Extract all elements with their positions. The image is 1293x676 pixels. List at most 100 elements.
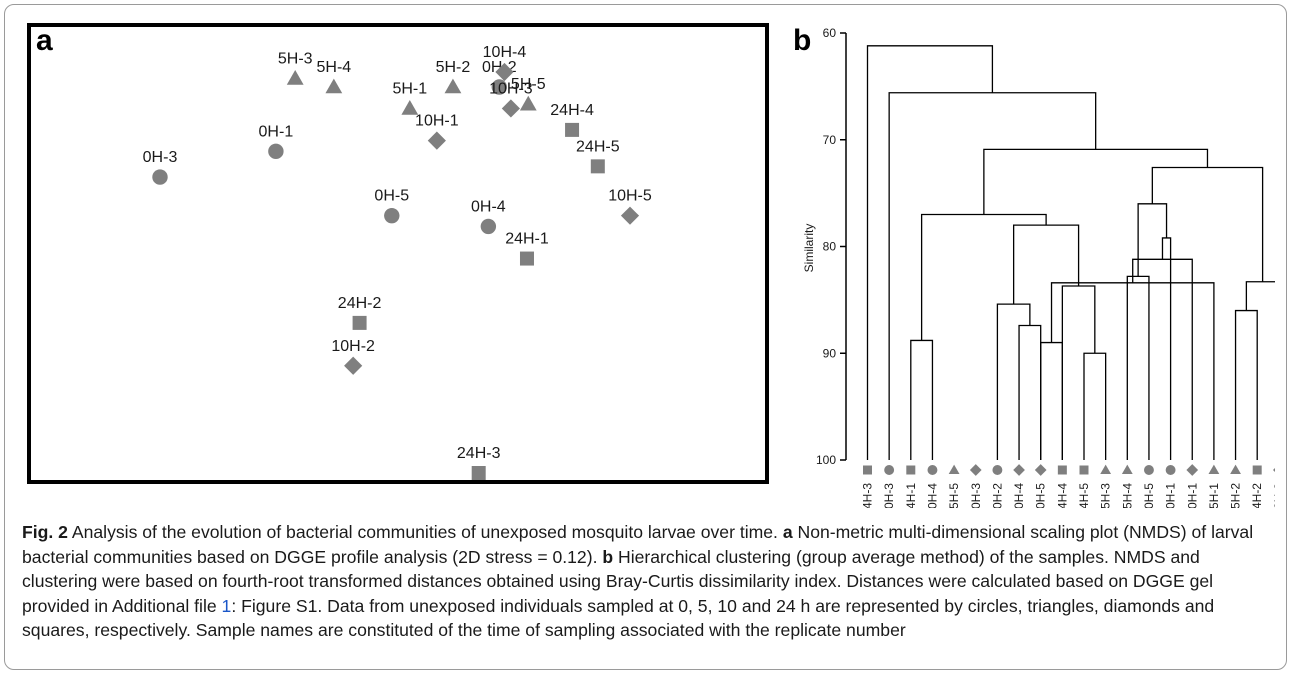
figure-caption: Fig. 2 Analysis of the evolution of bact…	[22, 520, 1277, 643]
dendro-leaf-label-5h-3: 5H-3	[1099, 483, 1113, 508]
dendro-branch-14	[920, 213, 1047, 341]
dendro-leaf-marker-10h-1	[1186, 464, 1199, 476]
nmds-label-10h-2: 10H-2	[331, 338, 375, 355]
nmds-point-24h-3	[471, 466, 486, 480]
figure-frame	[4, 4, 1287, 670]
dendro-leaf-marker-5h-5	[948, 464, 960, 475]
dendro-leaf-marker-24h-5	[1079, 465, 1089, 475]
dendro-leaf-marker-5h-2	[1230, 464, 1241, 475]
dendro-branch-5	[1083, 352, 1107, 460]
dendro-branch-0	[1234, 309, 1258, 460]
dendro-leaf-label-24h-5: 24H-5	[1077, 483, 1091, 508]
nmds-label-10h-5: 10H-5	[608, 188, 652, 205]
dendro-leaf-label-5h-5: 5H-5	[947, 483, 961, 508]
dendro-branch-2	[1018, 324, 1042, 460]
nmds-label-5h-5: 5H-5	[511, 76, 546, 93]
dendro-leaf-marker-10h-4	[1013, 464, 1025, 476]
nmds-label-5h-2: 5H-2	[436, 59, 471, 76]
dendro-leaf-marker-24h-4	[1057, 465, 1067, 475]
nmds-point-24h-4	[565, 122, 580, 137]
dendro-leaf-label-0h-5: 0H-5	[1142, 483, 1156, 508]
dendro-branch-9	[1161, 237, 1172, 460]
nmds-point-0h-2	[491, 79, 508, 95]
dendro-leaf-label-10h-4: 10H-4	[1012, 483, 1026, 508]
nmds-point-5h-2	[444, 78, 462, 94]
dendro-y-tick-label-100: 100	[816, 453, 836, 467]
dendro-leaf-marker-24h-2	[1252, 465, 1262, 475]
dendrogram-chart: 60 70 80 90 100 Similarity 24H-3 0H-3 24H-1 0H-4 5…	[802, 26, 1275, 508]
nmds-point-10h-5	[620, 206, 640, 225]
dendro-branch-4	[996, 303, 1031, 460]
panel-a-letter: a	[36, 24, 53, 57]
nmds-point-10h-4	[495, 62, 514, 82]
nmds-label-24h-2: 24H-2	[338, 295, 382, 312]
dendro-y-tick-label-90: 90	[823, 346, 837, 360]
nmds-point-5h-3	[286, 70, 304, 85]
dendro-leaf-label-5h-2: 5H-2	[1229, 483, 1243, 508]
nmds-plot-frame	[27, 23, 769, 484]
nmds-point-5h-1	[401, 100, 419, 115]
nmds-scatter-plot: 0H-10H-20H-30H-40H-55H-15H-25H-35H-45H-5…	[143, 44, 652, 480]
dendro-leaf-marker-0h-5	[1144, 465, 1154, 475]
caption-text-4: : Figure S1. Data from unexposed individ…	[22, 595, 1215, 641]
panel-b-letter: b	[793, 24, 812, 57]
dendro-branch-7	[1050, 282, 1215, 460]
nmds-label-10h-1: 10H-1	[415, 113, 459, 130]
caption-b-label: b	[602, 546, 614, 567]
dendro-leaf-label-0h-4: 0H-4	[925, 483, 939, 508]
nmds-label-24h-3: 24H-3	[457, 445, 501, 462]
nmds-point-0h-5	[384, 207, 400, 224]
dendro-leaf-label-5h-4: 5H-4	[1120, 483, 1134, 508]
caption-fig-label: Fig. 2	[22, 522, 68, 542]
additional-file-link[interactable]: 1	[221, 595, 232, 616]
dendro-branch-16	[983, 148, 1209, 215]
dendro-leaf-marker-0h-3	[884, 465, 895, 475]
nmds-label-24h-4: 24H-4	[550, 102, 594, 119]
dendro-branch-17	[888, 92, 1097, 460]
dendro-branch-3	[910, 339, 934, 460]
dendro-leaf-label-0h-3: 0H-3	[882, 483, 896, 508]
dendro-y-tick-label-70: 70	[823, 133, 837, 147]
dendro-leaf-label-24h-2: 24H-2	[1250, 483, 1264, 508]
caption-text-1: Analysis of the evolution of bacterial c…	[67, 522, 783, 542]
nmds-point-5h-4	[325, 78, 343, 94]
nmds-label-24h-5: 24H-5	[576, 138, 620, 155]
dendro-leaf-marker-10h-5	[1034, 464, 1047, 476]
nmds-point-0h-3	[152, 169, 168, 185]
dendro-leaf-marker-5h-1	[1208, 464, 1220, 475]
dendro-branch-15	[1151, 166, 1264, 282]
dendro-leaf-label-24h-1: 24H-1	[904, 483, 918, 508]
nmds-label-0h-4: 0H-4	[471, 198, 506, 215]
nmds-label-5h-4: 5H-4	[316, 59, 351, 76]
dendro-branch-13	[1012, 224, 1080, 305]
nmds-label-5h-1: 5H-1	[392, 80, 427, 97]
dendro-leaf-marker-24h-1	[906, 465, 916, 475]
nmds-point-24h-5	[590, 159, 605, 174]
nmds-point-24h-1	[519, 251, 534, 266]
dendro-y-axis-label: Similarity	[802, 224, 816, 273]
dendro-branch-10	[1245, 281, 1275, 311]
dendro-leaf-marker-24h-3	[863, 465, 872, 475]
dendro-y-tick-label-60: 60	[823, 26, 837, 40]
caption-text-3: Hierarchical clustering (group average m…	[22, 546, 1214, 616]
nmds-point-0h-4	[480, 218, 497, 235]
caption-a-label: a	[782, 522, 793, 542]
dendro-leaf-label-10h-3: 10H-3	[969, 483, 983, 508]
caption-text-2: Non-metric multi-dimensional scaling plo…	[22, 522, 1254, 567]
dendro-leaf-label-10h-5: 10H-5	[1034, 483, 1048, 508]
nmds-label-0h-3: 0H-3	[143, 149, 178, 166]
dendro-leaf-label-24h-4: 24H-4	[1055, 483, 1069, 508]
dendro-leaf-label-0h-1: 0H-1	[1164, 483, 1178, 508]
nmds-point-10h-1	[427, 131, 446, 150]
nmds-label-24h-1: 24H-1	[505, 231, 549, 248]
nmds-label-10h-4: 10H-4	[483, 44, 527, 61]
dendro-leaf-label-10h-1: 10H-1	[1185, 483, 1199, 508]
dendro-leaf-label-0h-2: 0H-2	[990, 483, 1004, 508]
nmds-point-10h-3	[501, 99, 520, 118]
dendro-branch-6	[1126, 275, 1150, 460]
dendro-branch-12	[1061, 285, 1096, 460]
dendro-branch-18	[866, 45, 994, 460]
dendro-leaf-label-10h-2: 10H-2	[1272, 483, 1275, 508]
dendro-leaf-marker-0h-1	[1165, 465, 1176, 475]
nmds-point-0h-1	[268, 143, 284, 160]
